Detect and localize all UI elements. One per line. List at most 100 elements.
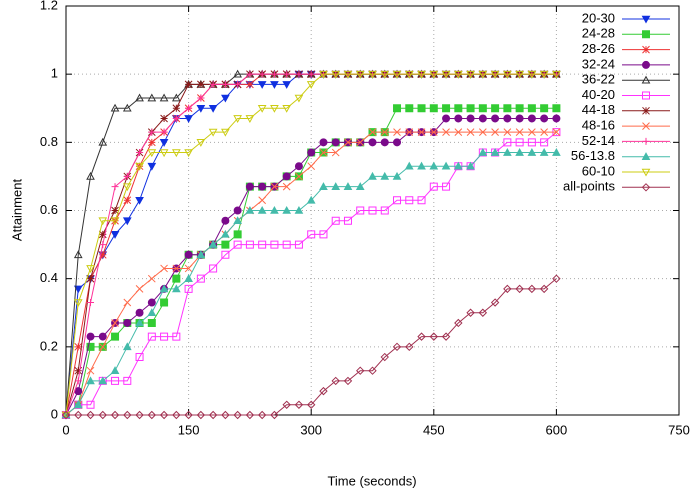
data-point (184, 264, 193, 273)
data-point (490, 148, 500, 156)
data-point (515, 114, 524, 123)
data-point (98, 230, 107, 239)
legend-label: 52-14 (582, 133, 615, 148)
data-point (368, 138, 377, 147)
data-point (282, 81, 292, 89)
data-point (515, 104, 524, 113)
data-point (527, 138, 536, 147)
data-point (540, 114, 549, 123)
data-point (331, 148, 340, 157)
data-point (392, 171, 402, 180)
data-point (122, 342, 132, 351)
data-point (123, 172, 131, 180)
data-point (98, 250, 107, 259)
data-point (478, 114, 487, 123)
data-point (172, 104, 181, 113)
data-point (184, 149, 193, 158)
series-line (65, 73, 557, 416)
data-point (429, 128, 438, 136)
data-point (319, 386, 328, 396)
legend-label: all-points (563, 179, 616, 194)
data-point (331, 138, 340, 147)
data-point (270, 240, 279, 249)
data-point (98, 410, 107, 420)
data-point (74, 387, 83, 396)
data-point (258, 182, 267, 191)
y-tick-label: 0.2 (40, 338, 58, 353)
data-point (110, 410, 120, 420)
data-point (527, 148, 537, 156)
data-point (221, 410, 230, 420)
data-point (405, 104, 414, 113)
y-tick-label: 0.6 (40, 202, 58, 217)
data-point (515, 128, 524, 136)
data-point (282, 240, 291, 249)
data-point (294, 240, 303, 249)
data-point (208, 104, 218, 113)
data-point (294, 205, 304, 214)
data-point (368, 70, 377, 79)
data-point (405, 196, 414, 205)
data-point (356, 138, 365, 147)
data-point (122, 217, 132, 226)
data-point (111, 332, 120, 341)
data-point (490, 298, 500, 307)
data-point (270, 182, 279, 191)
data-point (380, 128, 389, 136)
legend-marker (642, 30, 650, 39)
data-point (478, 70, 488, 79)
data-point (122, 103, 132, 112)
data-point (98, 376, 108, 385)
data-point (306, 400, 316, 409)
x-tick-label: 450 (423, 422, 445, 437)
data-point (98, 376, 107, 385)
data-point (540, 138, 549, 147)
x-tick-label: 300 (300, 422, 322, 437)
data-point (86, 400, 95, 409)
data-point (441, 161, 451, 170)
data-point (442, 114, 451, 123)
data-point (478, 128, 487, 136)
data-point (307, 162, 316, 171)
data-point (453, 161, 463, 170)
data-point (221, 229, 230, 238)
series-line (65, 152, 557, 416)
data-point (184, 274, 193, 282)
data-point (527, 114, 536, 123)
data-point (123, 376, 132, 385)
legend-marker (641, 15, 651, 24)
data-point (196, 410, 206, 420)
data-point (245, 410, 255, 420)
data-point (331, 216, 340, 225)
data-point (245, 182, 254, 191)
data-point (515, 70, 524, 79)
data-point (515, 138, 524, 147)
series-line (65, 73, 557, 416)
data-point (110, 103, 120, 112)
data-point (417, 70, 426, 79)
legend-label: 44-18 (582, 102, 615, 117)
data-point (258, 240, 267, 249)
data-point (110, 217, 120, 226)
series-line (65, 73, 557, 416)
data-point (441, 332, 451, 341)
data-point (196, 104, 206, 113)
data-point (234, 80, 242, 88)
data-point (221, 94, 230, 103)
data-point (136, 149, 144, 157)
data-point (160, 298, 169, 307)
data-point (368, 366, 377, 375)
data-point (442, 182, 451, 191)
data-point (208, 410, 218, 420)
data-point (490, 70, 500, 79)
x-tick-label: 600 (546, 422, 568, 437)
series-line (65, 73, 557, 416)
data-point (74, 377, 82, 385)
data-point (491, 114, 500, 123)
data-point (147, 308, 157, 317)
data-point (123, 410, 132, 420)
data-point (368, 128, 377, 136)
data-point (99, 241, 107, 249)
legend-label: 36-22 (582, 72, 615, 87)
data-point (466, 162, 475, 171)
